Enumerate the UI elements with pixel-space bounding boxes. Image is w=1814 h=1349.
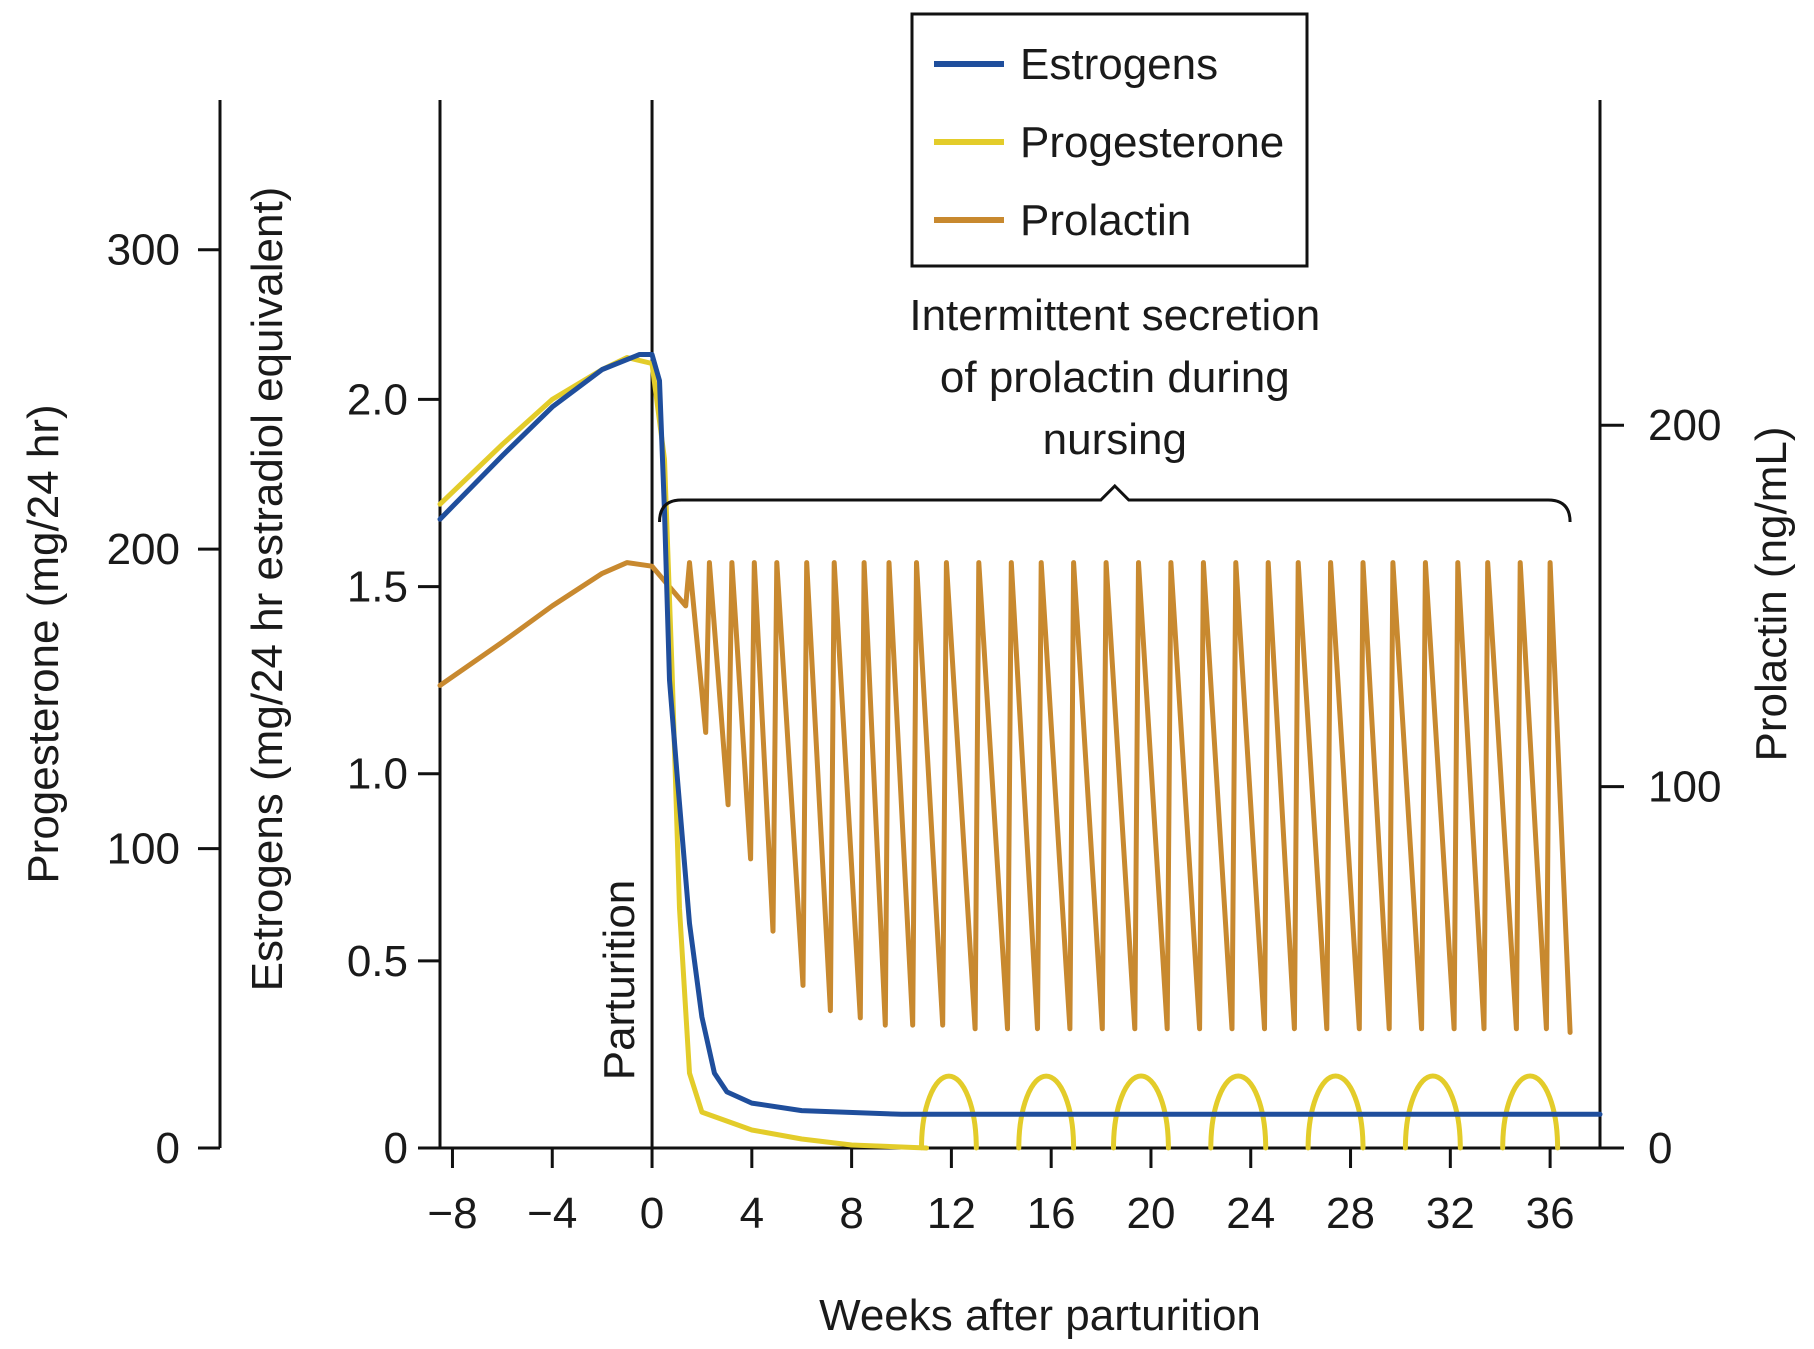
x-tick-label: 8 <box>839 1189 863 1238</box>
x-tick-label: 36 <box>1526 1189 1575 1238</box>
legend-label-progesterone: Progesterone <box>1020 118 1284 167</box>
nursing-annotation-line-3: nursing <box>1043 415 1187 464</box>
estrogens-ticks: 0 0.5 1.0 1.5 2.0 <box>347 375 440 1173</box>
prolactin-tick-label: 200 <box>1648 401 1721 450</box>
progesterone-axis-title: Progesterone (mg/24 hr) <box>19 404 68 883</box>
x-tick-label: 32 <box>1426 1189 1475 1238</box>
x-tick-label: 20 <box>1126 1189 1175 1238</box>
prolactin-axis-title: Prolactin (ng/mL) <box>1747 426 1796 761</box>
estrogens-axis: 0 0.5 1.0 1.5 2.0 Estrogens (mg/24 hr estrad… <box>243 100 442 1173</box>
estrogens-tick-label: 1.5 <box>347 563 408 612</box>
legend: Estrogens Progesterone Prolactin <box>910 12 1309 268</box>
progesterone-tick-label: 300 <box>107 226 180 275</box>
nursing-annotation-line-2: of prolactin during <box>940 353 1290 402</box>
x-tick-label: −4 <box>527 1189 577 1238</box>
x-tick-label: 16 <box>1027 1189 1076 1238</box>
parturition-label: Parturition <box>595 880 644 1081</box>
prolactin-tick-label: 100 <box>1648 763 1721 812</box>
progesterone-tick-label: 200 <box>107 525 180 574</box>
x-tick-label: 12 <box>927 1189 976 1238</box>
prolactin-axis: 0 100 200 Prolactin (ng/mL) <box>1598 100 1796 1173</box>
nursing-annotation: Intermittent secretion of prolactin duri… <box>658 291 1572 523</box>
x-ticks: −8 −4 0 4 8 12 16 20 24 28 32 36 <box>427 1148 1575 1238</box>
series-line-estrogens <box>437 352 1603 1117</box>
prolactin-ticks: 0 100 200 <box>1600 401 1721 1173</box>
estrogens-axis-title: Estrogens (mg/24 hr estradiol equivalent… <box>243 187 292 992</box>
legend-entry-progesterone: Progesterone <box>934 118 1284 167</box>
prolactin-tick-label: 0 <box>1648 1124 1672 1173</box>
series-layer <box>437 352 1603 1151</box>
x-axis: −8 −4 0 4 8 12 16 20 24 28 32 36 Weeks after partur… <box>427 1146 1600 1340</box>
estrogens-tick-label: 0.5 <box>347 937 408 986</box>
series-line-prolactin <box>437 560 1573 1035</box>
x-tick-label: 24 <box>1226 1189 1275 1238</box>
parturition-marker: Parturition <box>595 100 654 1148</box>
legend-box <box>910 12 1309 268</box>
estrogens-tick-label: 1.0 <box>347 750 408 799</box>
legend-entry-estrogens: Estrogens <box>934 40 1218 89</box>
series-line-progesterone <box>437 355 1561 1151</box>
x-axis-title: Weeks after parturition <box>819 1291 1261 1340</box>
x-tick-label: 0 <box>640 1189 664 1238</box>
x-tick-label: −8 <box>427 1189 477 1238</box>
progesterone-tick-label: 0 <box>156 1124 180 1173</box>
nursing-annotation-line-1: Intermittent secretion <box>909 291 1320 340</box>
progesterone-tick-label: 100 <box>107 825 180 874</box>
nursing-bracket <box>658 483 1572 523</box>
legend-label-estrogens: Estrogens <box>1020 40 1218 89</box>
estrogens-tick-label: 2.0 <box>347 375 408 424</box>
legend-entry-prolactin: Prolactin <box>934 196 1191 245</box>
x-tick-label: 28 <box>1326 1189 1375 1238</box>
x-tick-label: 4 <box>740 1189 764 1238</box>
legend-label-prolactin: Prolactin <box>1020 196 1191 245</box>
progesterone-ticks: 0 100 200 300 <box>107 226 220 1173</box>
estrogens-tick-label: 0 <box>384 1124 408 1173</box>
progesterone-axis: 0 100 200 300 Progesterone (mg/24 hr) <box>19 100 222 1173</box>
